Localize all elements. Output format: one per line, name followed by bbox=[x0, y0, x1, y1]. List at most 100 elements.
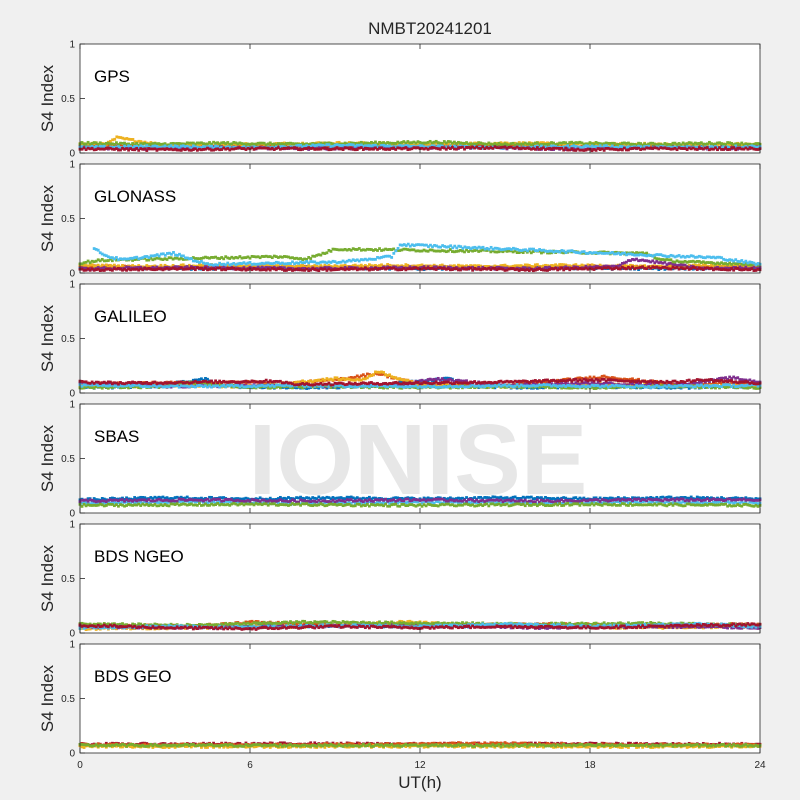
data-point bbox=[193, 257, 197, 260]
data-point bbox=[175, 144, 179, 148]
data-point bbox=[750, 146, 754, 150]
data-point bbox=[432, 265, 436, 269]
data-point bbox=[602, 142, 606, 146]
data-point bbox=[465, 248, 468, 252]
data-point bbox=[372, 143, 375, 147]
data-point bbox=[402, 247, 406, 251]
data-point bbox=[412, 140, 416, 144]
data-point bbox=[285, 255, 288, 259]
data-point bbox=[568, 266, 572, 270]
data-point bbox=[754, 267, 758, 271]
data-point bbox=[283, 255, 286, 258]
data-point bbox=[179, 148, 183, 152]
data-point bbox=[497, 265, 501, 269]
data-point bbox=[436, 144, 440, 148]
data-point bbox=[570, 143, 574, 147]
data-point bbox=[681, 263, 685, 267]
data-point bbox=[722, 264, 725, 267]
data-point bbox=[183, 145, 187, 148]
data-point bbox=[204, 145, 207, 149]
data-point bbox=[289, 141, 292, 145]
data-point bbox=[307, 146, 311, 149]
data-point bbox=[280, 255, 284, 259]
data-point bbox=[171, 141, 175, 145]
data-point bbox=[155, 148, 159, 152]
data-point bbox=[568, 264, 572, 268]
data-point bbox=[625, 145, 628, 149]
data-point bbox=[283, 263, 286, 267]
data-point bbox=[726, 142, 730, 146]
data-point bbox=[525, 263, 529, 267]
data-point bbox=[98, 265, 102, 269]
data-point bbox=[503, 265, 507, 269]
data-point bbox=[625, 264, 628, 268]
data-point bbox=[202, 142, 205, 146]
data-point bbox=[258, 144, 262, 147]
data-point bbox=[663, 146, 667, 150]
data-point bbox=[590, 263, 594, 267]
data-point bbox=[450, 144, 454, 147]
data-point bbox=[410, 248, 414, 252]
data-point bbox=[110, 259, 114, 263]
data-point bbox=[552, 146, 555, 150]
data-point bbox=[752, 142, 756, 146]
data-point bbox=[161, 258, 165, 261]
data-point bbox=[131, 146, 135, 150]
data-point bbox=[623, 146, 626, 150]
data-point bbox=[455, 145, 458, 149]
data-point bbox=[319, 253, 323, 257]
data-point bbox=[612, 146, 616, 149]
data-point bbox=[355, 143, 359, 147]
data-point bbox=[446, 265, 450, 269]
data-point bbox=[633, 146, 636, 150]
data-point bbox=[386, 263, 390, 266]
data-point bbox=[173, 148, 177, 151]
data-point bbox=[368, 248, 371, 251]
data-point bbox=[513, 146, 517, 150]
data-point bbox=[268, 255, 272, 258]
data-point bbox=[266, 142, 270, 146]
data-point bbox=[159, 263, 163, 267]
data-point bbox=[412, 248, 416, 252]
data-point bbox=[570, 147, 574, 151]
data-point bbox=[748, 142, 752, 146]
data-point bbox=[714, 264, 717, 268]
data-point bbox=[406, 148, 410, 151]
data-point bbox=[125, 147, 128, 150]
data-point bbox=[511, 146, 515, 150]
data-point bbox=[345, 265, 349, 269]
data-point bbox=[388, 144, 392, 148]
data-point bbox=[475, 145, 479, 149]
data-point bbox=[361, 265, 365, 268]
data-point bbox=[216, 145, 220, 149]
data-point bbox=[384, 266, 387, 270]
data-point bbox=[276, 146, 280, 150]
data-point bbox=[108, 263, 112, 267]
data-point bbox=[728, 266, 732, 270]
data-point bbox=[347, 141, 351, 144]
data-point bbox=[200, 257, 203, 260]
data-point bbox=[687, 141, 691, 145]
data-point bbox=[710, 145, 713, 148]
data-point bbox=[463, 147, 466, 151]
data-point bbox=[708, 140, 711, 144]
data-point bbox=[535, 263, 539, 266]
data-point bbox=[260, 146, 264, 150]
data-point bbox=[732, 146, 736, 149]
data-point bbox=[428, 139, 432, 143]
data-point bbox=[756, 142, 760, 145]
data-point bbox=[513, 143, 517, 147]
data-point bbox=[325, 141, 329, 145]
data-point bbox=[566, 144, 570, 148]
data-point bbox=[457, 249, 460, 253]
data-point bbox=[594, 141, 598, 144]
data-point bbox=[244, 148, 248, 151]
data-point bbox=[274, 142, 278, 145]
data-point bbox=[86, 259, 90, 263]
data-point bbox=[119, 148, 122, 152]
data-point bbox=[584, 144, 588, 148]
data-point bbox=[453, 250, 456, 254]
data-point bbox=[384, 142, 387, 146]
data-point bbox=[117, 143, 120, 146]
data-point bbox=[639, 258, 642, 262]
